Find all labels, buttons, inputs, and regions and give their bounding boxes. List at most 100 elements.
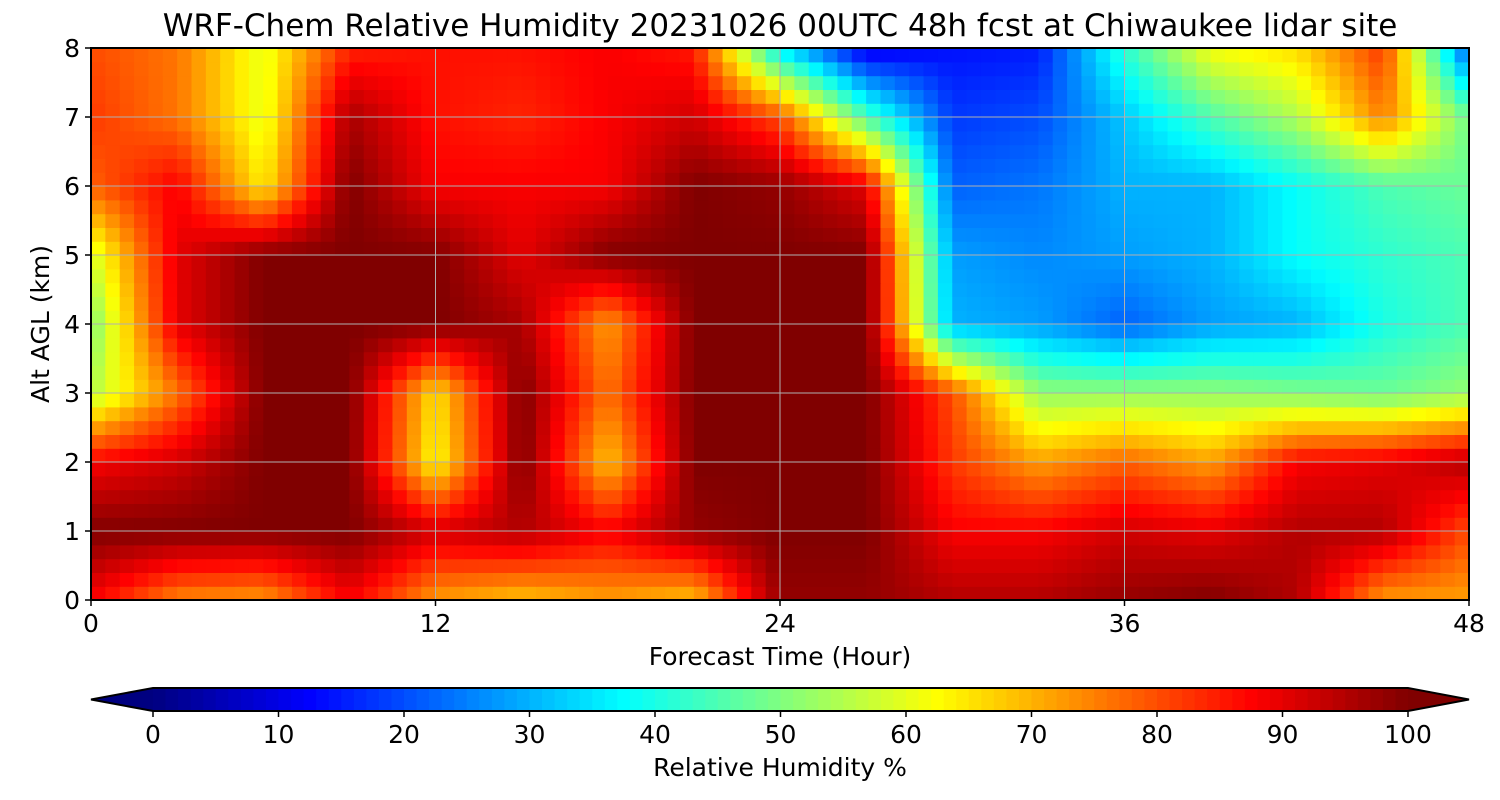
heatmap-cell [909, 199, 925, 215]
heatmap-cell [277, 172, 293, 187]
colorbar-segment [918, 688, 932, 711]
heatmap-cell [808, 393, 824, 408]
heatmap-cell [780, 379, 795, 394]
heatmap-cell [736, 503, 752, 518]
heatmap-cell [937, 558, 953, 573]
heatmap-cell [1339, 475, 1355, 491]
heatmap-cell [1181, 558, 1197, 573]
heatmap-cell [1368, 337, 1384, 353]
heatmap-cell [823, 172, 839, 187]
heatmap-cell [837, 48, 853, 63]
heatmap-cell [105, 544, 121, 560]
heatmap-cell [134, 351, 150, 366]
heatmap-cell [923, 89, 939, 104]
heatmap-cell [1296, 489, 1312, 504]
heatmap-cell [1009, 61, 1025, 77]
heatmap-cell [1181, 406, 1197, 422]
heatmap-cell [1038, 572, 1054, 587]
heatmap-cell [1167, 558, 1183, 573]
heatmap-cell [1167, 489, 1183, 504]
heatmap-cell [693, 186, 709, 201]
heatmap-cell [1081, 503, 1097, 518]
heatmap-cell [464, 268, 480, 284]
heatmap-cell [248, 296, 264, 311]
heatmap-cell [593, 48, 609, 63]
heatmap-cell [277, 89, 293, 104]
heatmap-cell [1382, 462, 1398, 477]
colorbar-segment [1194, 688, 1208, 711]
heatmap-cell [1382, 324, 1398, 339]
heatmap-cell [1009, 448, 1025, 463]
heatmap-cell [564, 586, 580, 600]
heatmap-cell [1368, 241, 1384, 256]
heatmap-cell [952, 282, 968, 297]
heatmap-cell [751, 255, 767, 270]
heatmap-cell [220, 475, 236, 491]
heatmap-cell [880, 420, 896, 435]
heatmap-cell [263, 186, 279, 201]
heatmap-cell [277, 324, 293, 339]
heatmap-cell [277, 61, 293, 77]
heatmap-cell [177, 268, 193, 284]
heatmap-cell [335, 213, 350, 228]
heatmap-cell [263, 572, 279, 587]
heatmap-cell [665, 448, 681, 463]
heatmap-cell [550, 448, 566, 463]
heatmap-cell [636, 117, 652, 132]
heatmap-cell [1296, 544, 1312, 560]
heatmap-cell [937, 572, 953, 587]
heatmap-cell [191, 227, 207, 242]
heatmap-cell [1081, 158, 1097, 173]
heatmap-cell [966, 117, 982, 132]
heatmap-cell [780, 462, 795, 477]
heatmap-cell [119, 586, 135, 600]
heatmap-cell [550, 117, 566, 132]
heatmap-cell [808, 75, 824, 90]
heatmap-cell [1282, 503, 1298, 518]
heatmap-cell [91, 462, 106, 477]
heatmap-cell [1095, 310, 1111, 325]
heatmap-cell [1081, 337, 1097, 353]
heatmap-cell [564, 434, 580, 449]
heatmap-cell [105, 586, 121, 600]
heatmap-cell [1138, 379, 1154, 394]
heatmap-cell [952, 186, 968, 201]
heatmap-cell [248, 61, 264, 77]
heatmap-cell [1311, 103, 1327, 118]
heatmap-cell [464, 434, 480, 449]
heatmap-cell [220, 365, 236, 380]
heatmap-cell [550, 186, 566, 201]
heatmap-cell [105, 558, 121, 573]
heatmap-cell [162, 89, 178, 104]
heatmap-cell [134, 379, 150, 394]
heatmap-cell [952, 172, 968, 187]
heatmap-cell [636, 144, 652, 159]
heatmap-cell [205, 475, 221, 491]
heatmap-cell [751, 489, 767, 504]
heatmap-cell [866, 489, 882, 504]
heatmap-cell [966, 365, 982, 380]
heatmap-cell [808, 462, 824, 477]
heatmap-cell [679, 103, 695, 118]
heatmap-cell [650, 434, 666, 449]
y-tick-label: 5 [64, 241, 80, 270]
heatmap-cell [162, 103, 178, 118]
colorbar-segment [855, 688, 869, 711]
heatmap-cell [794, 558, 810, 573]
heatmap-cell [564, 130, 580, 146]
heatmap-cell [693, 227, 709, 242]
heatmap-cell [1067, 117, 1083, 132]
heatmap-cell [91, 531, 106, 546]
heatmap-cell [1124, 103, 1140, 118]
heatmap-cell [134, 268, 150, 284]
heatmap-cell [492, 282, 508, 297]
heatmap-cell [708, 365, 724, 380]
heatmap-cell [866, 586, 882, 600]
heatmap-cell [464, 227, 480, 242]
heatmap-cell [421, 282, 437, 297]
heatmap-cell [736, 586, 752, 600]
heatmap-cell [751, 117, 767, 132]
heatmap-cell [1239, 558, 1255, 573]
heatmap-cell [1210, 213, 1226, 228]
heatmap-cell [464, 213, 480, 228]
